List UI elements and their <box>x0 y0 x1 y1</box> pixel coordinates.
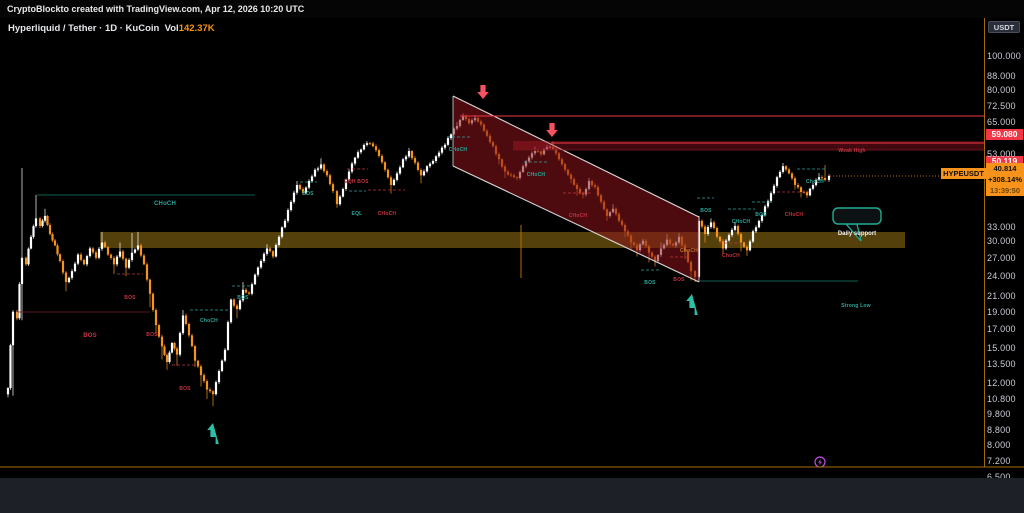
symbol-title[interactable]: Hyperliquid / Tether <box>8 23 97 34</box>
footer-bar: TradingView <box>0 478 1024 513</box>
change-percent: +308.14% <box>988 175 1022 184</box>
symbol-tag: HYPEUSDT <box>941 168 986 179</box>
volume-value: 142.37K <box>178 23 215 34</box>
down-arrow-marker[interactable] <box>477 85 489 99</box>
order-block-zone[interactable] <box>513 141 985 150</box>
chart-canvas[interactable] <box>0 18 1024 513</box>
attribution-bar: CryptoBlockto created with TradingView.c… <box>0 0 1024 18</box>
last-price-value: 40.814 <box>993 164 1017 173</box>
attribution-text: CryptoBlockto created with TradingView.c… <box>7 4 305 14</box>
channel-bottom-edge[interactable] <box>452 165 700 283</box>
symbol-details[interactable]: · 1D · KuCoin <box>99 23 160 34</box>
volume-label: Vol <box>164 23 179 34</box>
last-price-box: 40.814 +308.14% 13:39:50 <box>986 163 1024 196</box>
up-arrow-marker[interactable] <box>207 423 219 444</box>
descending-channel[interactable] <box>453 96 699 282</box>
daily-support-zone[interactable] <box>100 232 905 248</box>
currency-toggle-button[interactable]: USDT <box>988 21 1020 33</box>
last-price-label: HYPEUSDT 40.814 +308.14% 13:39:50 <box>941 163 1024 196</box>
daily-support-callout[interactable] <box>832 207 882 225</box>
daily-support-callout-text: Daily support <box>837 231 877 237</box>
down-arrow-marker[interactable] <box>546 123 558 137</box>
chart-area[interactable]: 59.080 50.119 CHoCH BOS BOS BOS BOS ChoCH BOS BOS… <box>0 18 1024 498</box>
bar-countdown: 13:39:50 <box>989 186 1021 195</box>
up-arrow-marker[interactable] <box>686 294 698 315</box>
candlestick-series[interactable] <box>6 113 831 407</box>
symbol-header[interactable]: Hyperliquid / Tether · 1D · KuCoin Vol14… <box>8 23 215 34</box>
